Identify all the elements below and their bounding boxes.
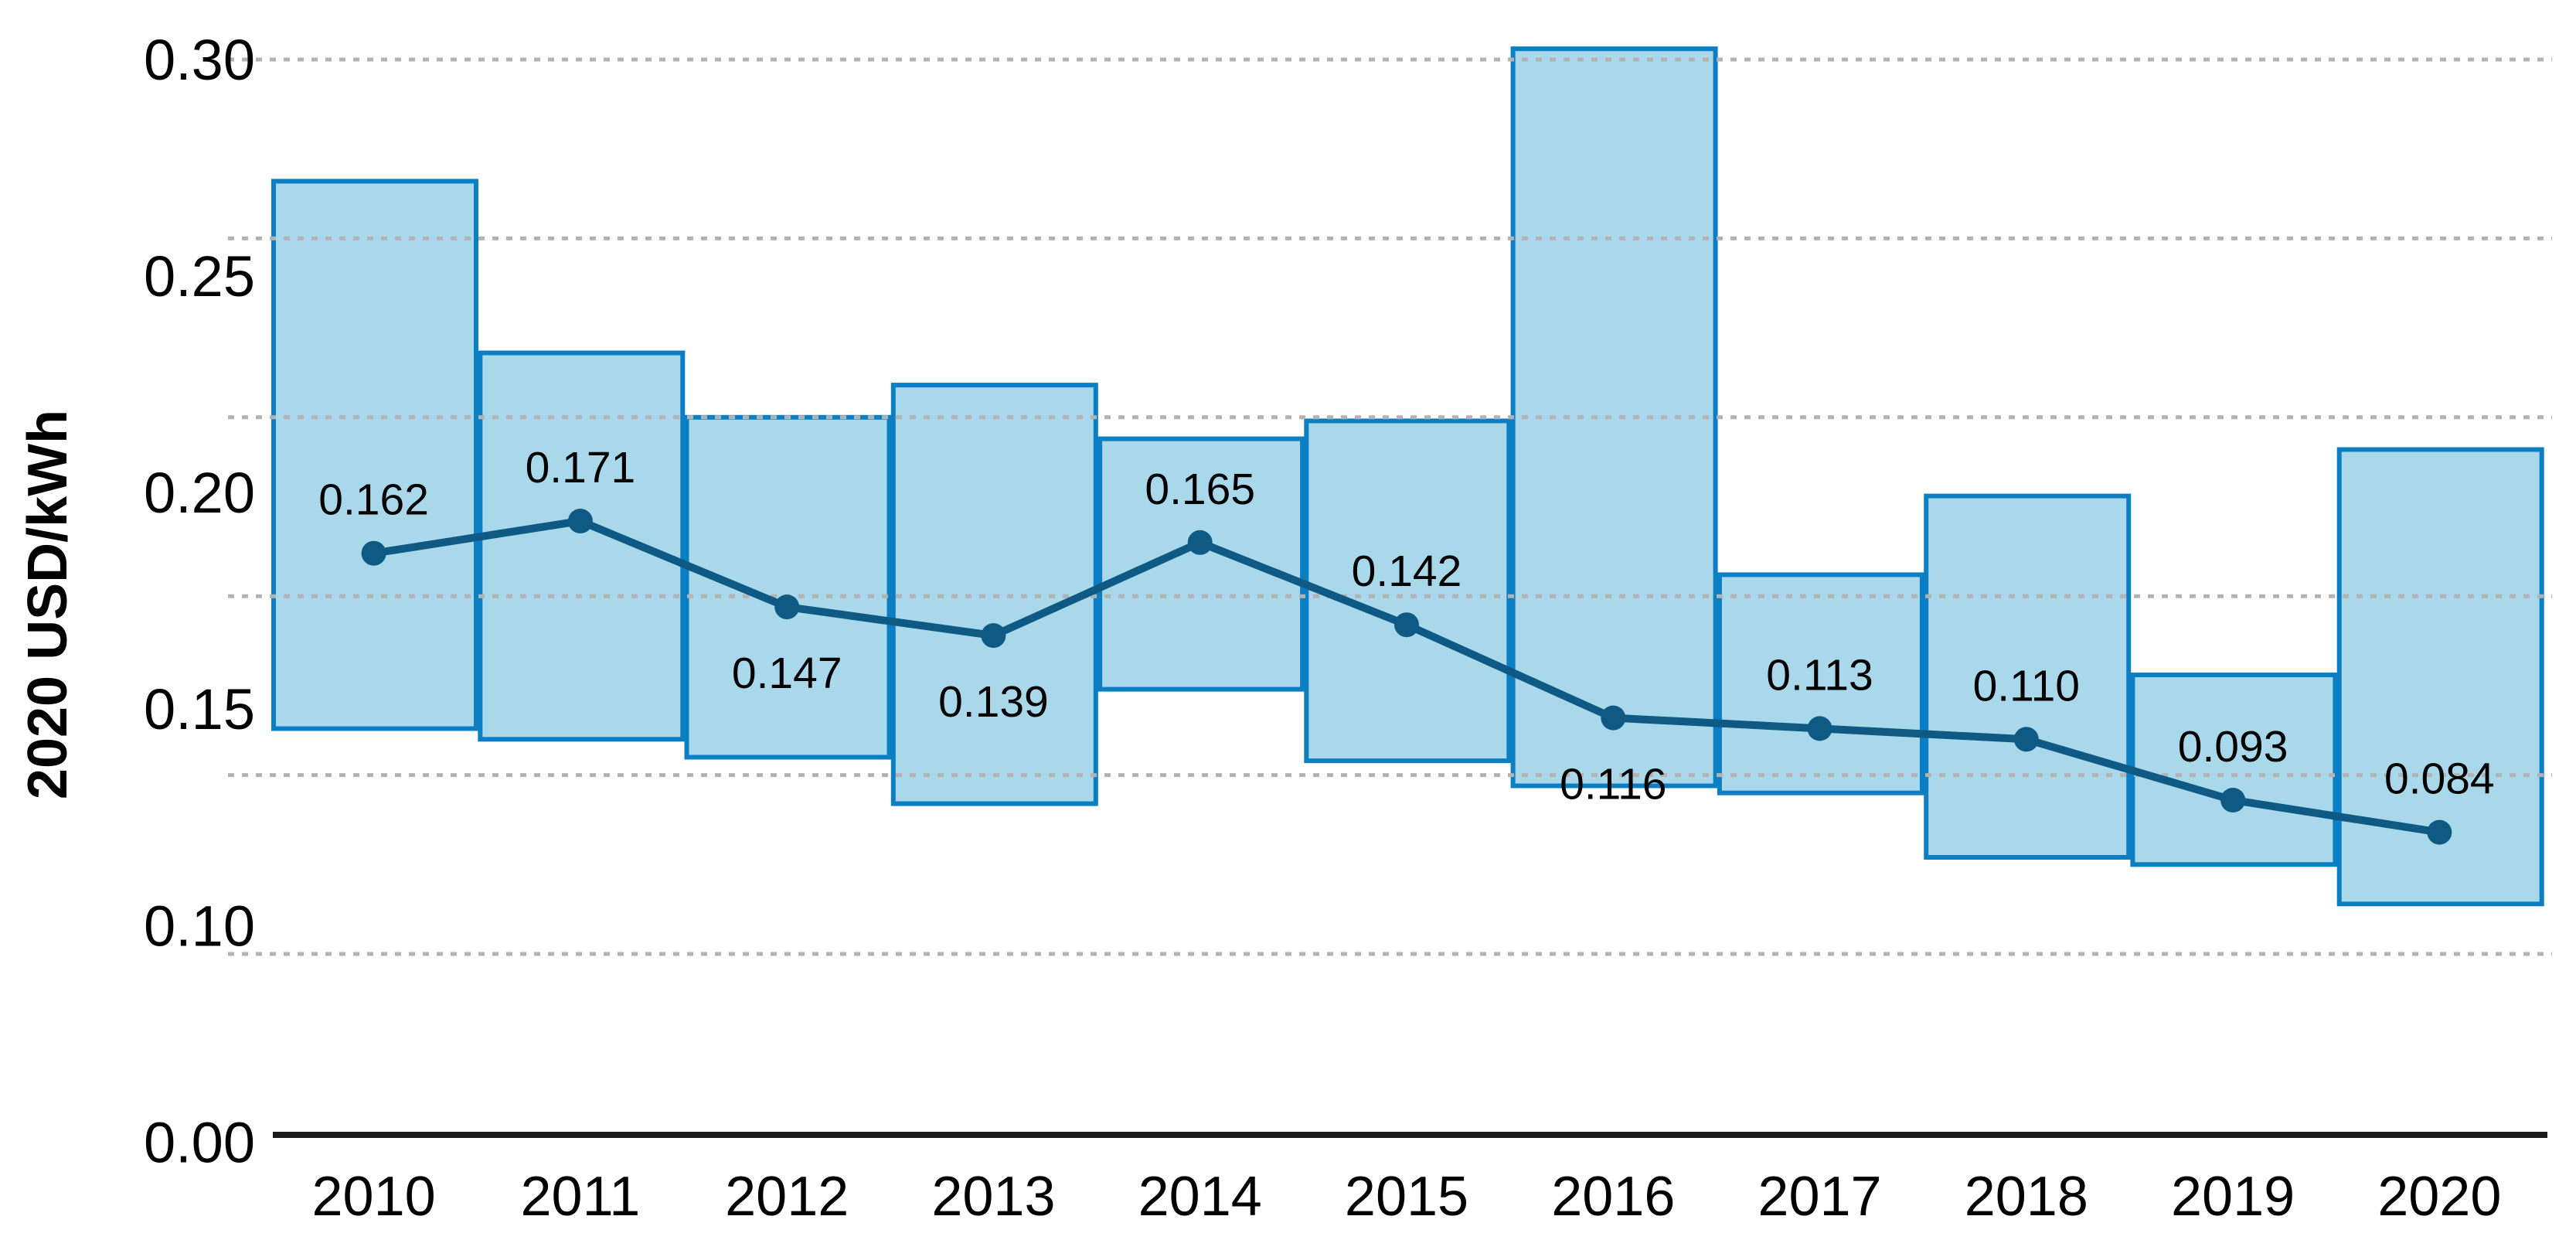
y-tick-0.00: 0.00 (144, 1110, 255, 1174)
x-tick-2015: 2015 (1345, 1166, 1468, 1228)
avg-label-2017: 0.113 (1766, 650, 1873, 700)
x-tick-2019: 2019 (2171, 1166, 2295, 1228)
y-tick-0.15: 0.15 (144, 677, 255, 741)
y-tick-0.10: 0.10 (144, 894, 255, 958)
range-bar-2015 (1304, 418, 1512, 764)
range-bar-2011 (478, 350, 686, 742)
avg-label-2018: 0.110 (1973, 661, 2080, 710)
x-tick-2018: 2018 (1965, 1166, 2088, 1228)
avg-label-2013: 0.139 (938, 677, 1049, 727)
avg-point-2014 (1187, 530, 1213, 555)
range-bar-2014 (1097, 436, 1305, 692)
avg-point-2019 (2220, 788, 2246, 812)
x-tick-2020: 2020 (2377, 1166, 2501, 1228)
avg-point-2018 (2013, 727, 2039, 752)
avg-label-2016: 0.116 (1560, 760, 1666, 809)
avg-point-2016 (1601, 705, 1626, 731)
range-bar-2018 (1924, 493, 2132, 860)
x-tick-2014: 2014 (1138, 1166, 1262, 1228)
avg-point-2017 (1807, 716, 1832, 741)
y-tick-0.30: 0.30 (144, 28, 255, 92)
x-tick-2012: 2012 (725, 1166, 849, 1228)
x-axis-line (273, 1132, 2547, 1138)
avg-label-2014: 0.165 (1145, 465, 1255, 514)
range-bar-2016 (1510, 46, 1718, 789)
avg-point-2010 (361, 540, 386, 566)
avg-label-2010: 0.162 (318, 475, 429, 525)
y-tick-0.25: 0.25 (144, 244, 255, 308)
avg-point-2011 (567, 509, 593, 533)
avg-label-2011: 0.171 (526, 443, 636, 492)
x-tick-2017: 2017 (1758, 1166, 1881, 1228)
x-tick-2016: 2016 (1551, 1166, 1675, 1228)
x-tick-2011: 2011 (520, 1166, 640, 1228)
avg-label-2015: 0.142 (1352, 547, 1462, 596)
avg-label-2012: 0.147 (732, 649, 842, 698)
range-bar-2020 (2336, 447, 2544, 907)
avg-point-2020 (2427, 819, 2452, 845)
y-axis-title: 2020 USD/kWh (17, 409, 79, 800)
avg-label-2020: 0.084 (2384, 755, 2495, 804)
range-bar-2010 (271, 179, 478, 731)
avg-label-2019: 0.093 (2178, 722, 2288, 772)
x-tick-2013: 2013 (931, 1166, 1055, 1228)
avg-point-2013 (981, 623, 1006, 649)
range-bar-2017 (1717, 572, 1924, 795)
x-tick-2010: 2010 (312, 1166, 436, 1228)
avg-point-2012 (774, 594, 800, 620)
range-bar-2012 (684, 414, 892, 760)
y-tick-0.20: 0.20 (144, 461, 255, 525)
avg-point-2015 (1394, 612, 1419, 638)
